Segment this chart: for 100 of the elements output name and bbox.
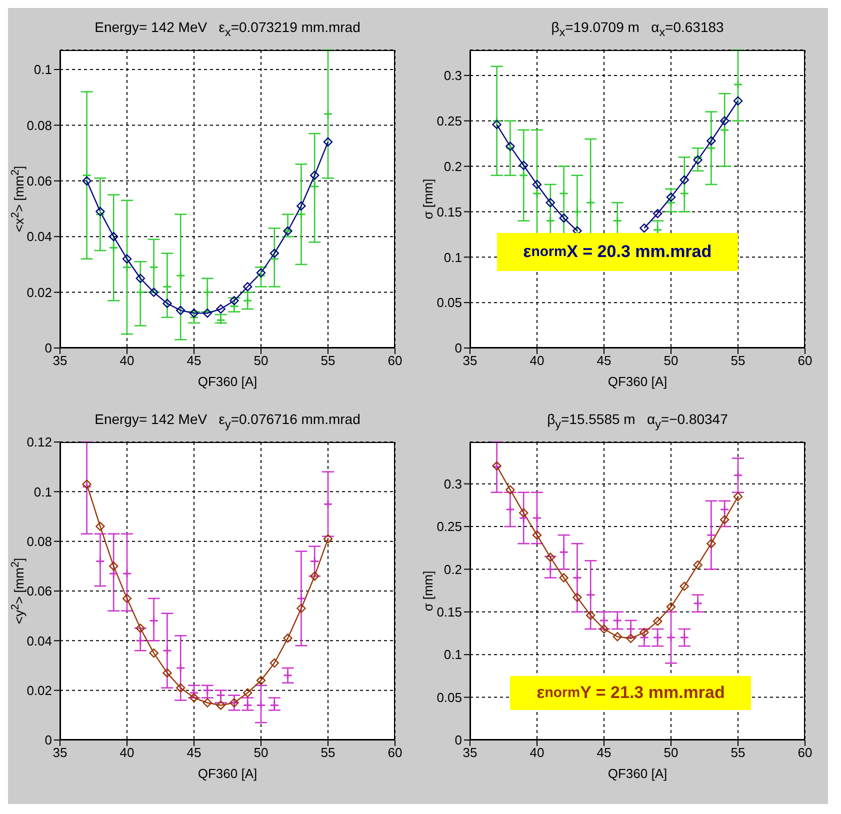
y-tick-label: 0.04 [26,229,52,244]
x-tick-label: 45 [596,353,612,368]
x-tick-label: 60 [388,353,402,368]
point [612,632,622,642]
point [230,296,239,306]
point [706,136,716,146]
point [216,700,226,710]
point [653,616,662,626]
point [96,206,105,216]
point [733,470,743,480]
x-tick-label: 35 [462,745,478,760]
point [95,210,105,220]
point [546,564,556,574]
point [122,262,132,272]
point [310,556,320,566]
y-tick-label: 0.3 [444,68,462,84]
point [323,534,333,544]
point [532,513,542,523]
point [82,170,92,180]
y-tick-label: 0 [44,732,52,748]
point [242,296,252,306]
y-tick-label: 0.15 [436,604,462,620]
y-tick-label: 0.3 [444,476,462,492]
y-tick-label: 0.02 [26,682,52,698]
point [680,175,689,185]
point [96,522,105,532]
point [296,604,306,613]
point [176,663,186,673]
point [733,80,743,90]
x-tick-label: 40 [530,353,544,368]
x-tick-label: 60 [798,353,812,368]
point [693,560,702,570]
point [323,499,333,509]
point [519,508,528,518]
y-tick-label: 0.1 [444,250,462,265]
point [136,274,145,283]
point [720,504,730,514]
point [256,270,266,280]
y-axis-title: σ [mm] [420,570,436,612]
y-tick-label: 0.06 [26,584,52,599]
x-tick-label: 50 [254,745,268,760]
point [572,573,582,583]
point [283,634,292,643]
point [572,206,582,216]
point [586,198,596,208]
point [532,188,542,198]
x-axis-title: QF360 [A] [196,766,258,781]
y-tick-label: 0.06 [26,174,52,189]
point [733,96,743,106]
point [162,668,172,678]
point [243,282,252,292]
point [122,254,132,264]
x-tick-label: 40 [120,745,134,760]
point [532,530,542,540]
y-tick-label: 0.1 [34,62,52,78]
chart-title: Energy= 142 MeV ε$_{y}$=0.076716 mm.mrad [94,410,362,433]
point [720,125,730,135]
point [680,188,690,198]
chart-title: β$_{y}$=15.5585 m α$_{y}$=−0.80347 [546,410,729,433]
x-tick-label: 60 [388,745,402,760]
point [109,562,118,571]
point [296,594,306,604]
x-tick-label: 60 [798,745,812,760]
x-tick-label: 50 [254,353,268,368]
point [586,590,596,600]
point [733,492,743,502]
point [270,658,279,668]
point [176,270,186,280]
point [136,288,146,298]
point [666,192,676,202]
x-tick-label: 55 [320,745,336,760]
x-tick-label: 35 [52,353,68,368]
point [559,188,569,198]
x-axis-title: QF360 [A] [606,374,668,389]
x-tick-label: 40 [120,353,134,368]
point [492,116,502,126]
x-tick-label: 35 [52,745,68,760]
point [122,594,132,604]
y-axis-title: σ [mm] [420,178,436,220]
point [323,109,333,119]
point [109,232,118,242]
chart-title: β$_{x}$=19.0709 m α$_{x}$=0.63183 [550,18,725,41]
x-axis-title: QF360 [A] [606,766,668,781]
point [149,648,158,658]
point [310,182,320,192]
point [296,201,306,211]
point [612,616,622,626]
y-tick-label: 0 [454,732,462,748]
point [546,216,556,226]
point [149,288,158,297]
y-tick-label: 0.2 [444,562,462,577]
x-tick-label: 45 [596,745,612,760]
point [586,610,596,620]
x-tick-label: 55 [320,353,336,368]
x-tick-label: 50 [664,353,678,368]
x-tick-label: 45 [186,353,202,368]
y-tick-label: 0.1 [444,647,462,662]
y-tick-label: 0.1 [34,484,52,500]
point [82,482,92,492]
point [283,670,293,680]
